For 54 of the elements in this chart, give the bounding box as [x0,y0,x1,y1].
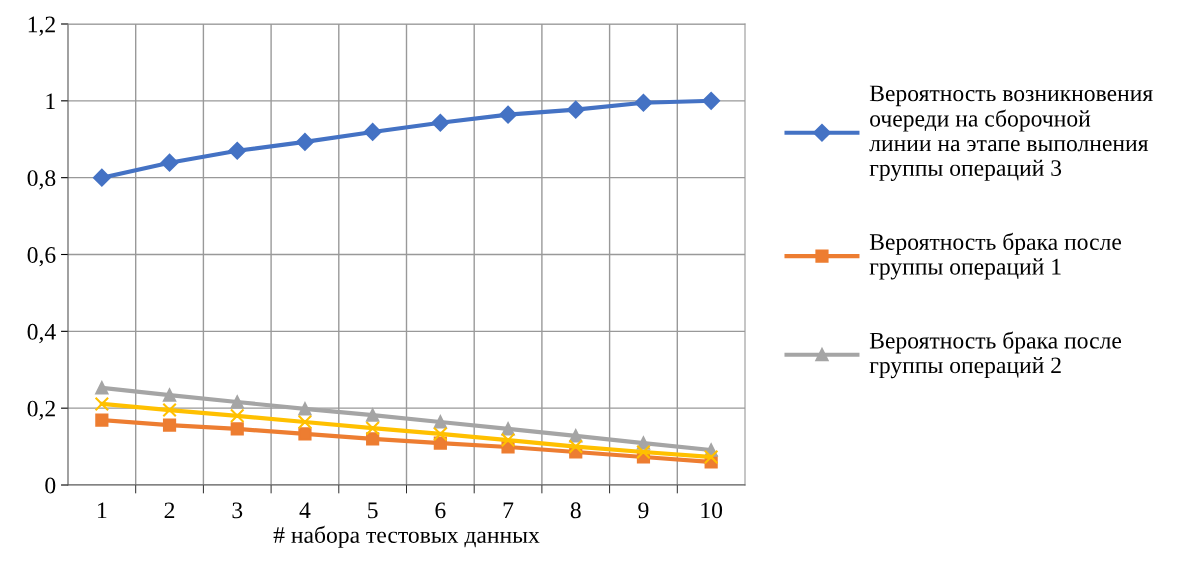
legend-label: Вероятность возникновения очереди на сборочной линии на этапе выполнения группы операций 3 [869,85,1153,181]
point [363,123,382,141]
x-tick-label: 4 [299,502,311,519]
point [366,408,380,422]
point [230,422,244,436]
point [162,388,177,402]
point [296,133,314,151]
x-tick-label: 5 [368,502,378,519]
y-tick-label: 0,4 [27,323,56,344]
x-tick-label: 2 [164,502,175,519]
point [365,420,380,436]
point [431,113,450,132]
point [433,415,447,429]
point [162,402,177,418]
point [297,414,313,430]
x-tick-label: 6 [435,502,446,519]
point [298,427,312,441]
point [162,418,177,432]
point [703,449,719,465]
y-tick-label: 0,6 [27,246,56,267]
point [702,91,721,110]
point [566,100,585,119]
x-tick-label: 1 [98,502,107,519]
point [634,93,653,112]
point [94,396,110,412]
point [95,381,109,395]
point [433,426,448,442]
point [160,153,179,172]
point [569,429,583,443]
x-tick-label: 8 [570,502,581,519]
y-tick-label: 0,2 [27,400,55,420]
x-tick-label: 10 [701,502,723,519]
point [298,402,312,416]
legend-label: Вероятность брака после группы операций 2 [869,331,1122,379]
point [636,444,651,460]
point [366,432,380,446]
y-tick-label: 1 [46,93,55,110]
point [95,413,109,427]
point [228,141,247,160]
point [230,395,244,409]
x-axis-title: # набора тестовых данных [273,525,540,548]
point [568,439,584,454]
point [92,168,111,187]
point [500,432,516,448]
point [501,422,515,436]
point [229,408,245,424]
legend-label: Вероятность брака после группы операций 1 [869,232,1122,280]
y-tick-label: 0 [45,477,56,494]
y-tick-label: 0,8 [27,170,56,190]
x-tick-label: 9 [638,502,649,519]
y-tick-label: 1,2 [28,16,55,36]
x-tick-label: 3 [232,502,243,519]
point [499,105,517,124]
x-tick-label: 7 [503,502,514,519]
